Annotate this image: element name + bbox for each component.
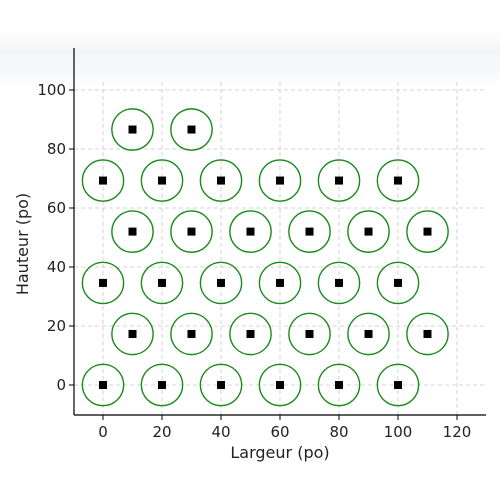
point-marker <box>217 381 225 389</box>
point-circle <box>170 312 213 356</box>
point-marker <box>158 381 166 389</box>
x-tick-label: 80 <box>329 423 348 441</box>
point-marker <box>187 329 196 338</box>
point-circle <box>376 261 420 305</box>
point-circle <box>288 210 331 253</box>
point-circle <box>81 261 125 305</box>
x-tick-label: 40 <box>211 423 230 441</box>
point-circle <box>199 261 243 305</box>
point-marker <box>394 278 402 287</box>
y-tick-label: 0 <box>56 376 66 394</box>
point-marker <box>335 381 343 389</box>
x-axis-label: Largeur (po) <box>230 443 329 462</box>
point-circle <box>170 210 213 253</box>
point-marker <box>305 329 314 338</box>
point-marker <box>99 381 107 389</box>
x-tick-label: 120 <box>443 423 472 441</box>
point-circle <box>376 363 420 407</box>
point-marker <box>276 381 284 389</box>
point-circle <box>170 108 213 151</box>
point-circle <box>140 159 184 202</box>
point-marker <box>217 176 225 185</box>
y-axis-label: Hauteur (po) <box>13 193 32 295</box>
point-marker <box>276 278 284 287</box>
ticks: 0 20 40 60 80 100 120 0 20 40 60 80 100 <box>37 81 471 441</box>
point-marker <box>128 227 137 236</box>
y-tick-label: 100 <box>37 81 66 99</box>
point-marker <box>394 176 402 185</box>
top-shadow-band <box>0 28 500 86</box>
point-marker <box>128 329 137 338</box>
x-tick-label: 0 <box>98 423 108 441</box>
point-circle <box>317 261 361 305</box>
point-circle <box>199 363 243 407</box>
point-circle <box>376 159 420 202</box>
point-circle <box>81 159 125 202</box>
point-marker <box>335 278 343 287</box>
point-marker <box>99 278 107 287</box>
point-circle <box>140 363 184 407</box>
y-tick-label: 40 <box>47 258 66 276</box>
x-tick-label: 20 <box>152 423 171 441</box>
x-tick-label: 60 <box>270 423 289 441</box>
point-marker <box>187 125 196 134</box>
x-tick-label: 100 <box>384 423 413 441</box>
point-circle <box>258 363 302 407</box>
point-marker <box>423 329 432 338</box>
point-circle <box>111 108 154 151</box>
point-marker <box>246 329 255 338</box>
point-circle <box>406 210 449 253</box>
point-marker <box>394 381 402 389</box>
point-marker <box>99 176 107 185</box>
point-marker <box>128 125 137 134</box>
point-marker <box>305 227 314 236</box>
point-circle <box>317 159 361 202</box>
y-tick-label: 20 <box>47 317 66 335</box>
point-circle <box>406 312 449 356</box>
point-circle <box>258 261 302 305</box>
point-marker <box>364 227 373 236</box>
point-marker <box>276 176 284 185</box>
point-circle <box>229 312 272 356</box>
point-marker <box>217 278 225 287</box>
point-circle <box>288 312 331 356</box>
point-layer <box>81 108 449 407</box>
y-tick-label: 80 <box>47 140 66 158</box>
point-marker <box>364 329 373 338</box>
point-marker <box>246 227 255 236</box>
point-circle <box>347 312 390 356</box>
point-marker <box>335 176 343 185</box>
point-circle <box>199 159 243 202</box>
point-circle <box>111 210 154 253</box>
point-circle <box>81 363 125 407</box>
point-circle <box>140 261 184 305</box>
point-circle <box>111 312 154 356</box>
point-circle <box>258 159 302 202</box>
point-circle <box>317 363 361 407</box>
point-circle <box>229 210 272 253</box>
point-marker <box>158 176 166 185</box>
point-circle <box>347 210 390 253</box>
point-marker <box>423 227 432 236</box>
y-tick-label: 60 <box>47 199 66 217</box>
point-marker <box>158 278 166 287</box>
point-marker <box>187 227 196 236</box>
